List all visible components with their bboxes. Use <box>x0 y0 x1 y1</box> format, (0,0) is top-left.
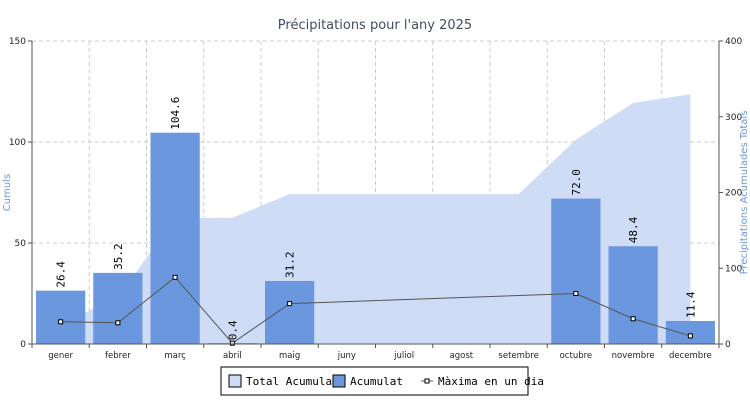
left-axis-label: Cumuls <box>2 174 13 211</box>
legend-swatch-marker <box>424 378 430 384</box>
bar-gener <box>36 290 86 344</box>
max-daily-point <box>687 333 693 339</box>
bar-value-label: 48.4 <box>627 216 640 243</box>
max-daily-point <box>573 291 579 296</box>
max-daily-point <box>58 319 64 325</box>
bar-value-label: 35.2 <box>112 243 125 270</box>
category-label-setembre: setembre <box>498 351 538 361</box>
category-label-març: març <box>164 351 186 361</box>
right-tick-label: 200 <box>725 189 742 199</box>
max-daily-point <box>229 340 235 346</box>
category-label-juny: juny <box>337 351 356 361</box>
legend-swatch-area <box>228 374 242 388</box>
total-area-layer <box>60 94 691 344</box>
right-tick-label: 0 <box>725 340 731 350</box>
legend: Total Acumulat Acumulat Màxima en un dia <box>220 366 544 396</box>
legend-swatch-bar <box>332 374 346 388</box>
bar-layer <box>36 132 715 344</box>
left-tick-label: 100 <box>9 138 26 148</box>
bar-value-label: 0.4 <box>226 320 239 340</box>
max-line-layer <box>58 274 693 346</box>
category-label-agost: agost <box>450 351 474 361</box>
bar-decembre <box>665 320 715 344</box>
max-daily-line <box>60 276 691 344</box>
category-label-novembre: novembre <box>612 351 655 361</box>
right-tick-label: 300 <box>725 113 742 123</box>
axes: 0 50 100 150 0 100 200 300 400 gener febrer març abr… <box>9 37 743 361</box>
category-label-febrer: febrer <box>105 351 131 361</box>
right-axis-label: Precipitations Acumulades Totals <box>739 111 750 275</box>
chart-title: Précipitations pour l'any 2025 <box>278 18 472 33</box>
bar-value-label: 26.4 <box>55 261 68 288</box>
category-label-octubre: octubre <box>560 351 593 361</box>
category-label-abril: abril <box>223 351 242 361</box>
bar-value-label: 72.0 <box>570 169 583 196</box>
legend-label: Acumulat <box>350 375 403 388</box>
legend-label: Màxima en un dia <box>438 375 544 388</box>
max-daily-point <box>630 316 636 322</box>
max-daily-point <box>287 301 293 307</box>
legend-label: Total Acumulat <box>246 375 339 388</box>
max-daily-point <box>115 320 121 326</box>
total-accumulated-area <box>60 94 691 344</box>
max-daily-point <box>172 274 178 280</box>
bar-value-label: 11.4 <box>684 291 697 318</box>
bar-value-label: 104.6 <box>169 97 182 130</box>
left-tick-label: 150 <box>9 37 26 47</box>
category-label-decembre: decembre <box>669 351 712 361</box>
category-label-juliol: juliol <box>393 351 414 361</box>
bar-març <box>150 132 200 344</box>
data-label-layer: 26.4 35.2 104.6 0.4 31.2 72.0 48.4 11.4 <box>55 97 698 341</box>
bar-octubre <box>551 198 601 344</box>
right-tick-label: 400 <box>725 37 742 47</box>
right-tick-label: 100 <box>725 264 742 274</box>
left-tick-label: 0 <box>20 340 26 350</box>
legend-box <box>220 366 529 396</box>
category-label-maig: maig <box>279 351 300 361</box>
bar-novembre <box>608 246 658 344</box>
bar-maig <box>265 280 315 344</box>
category-label-gener: gener <box>48 351 73 361</box>
bar-febrer <box>93 272 143 344</box>
bar-value-label: 31.2 <box>284 251 297 278</box>
left-tick-label: 50 <box>15 239 27 249</box>
